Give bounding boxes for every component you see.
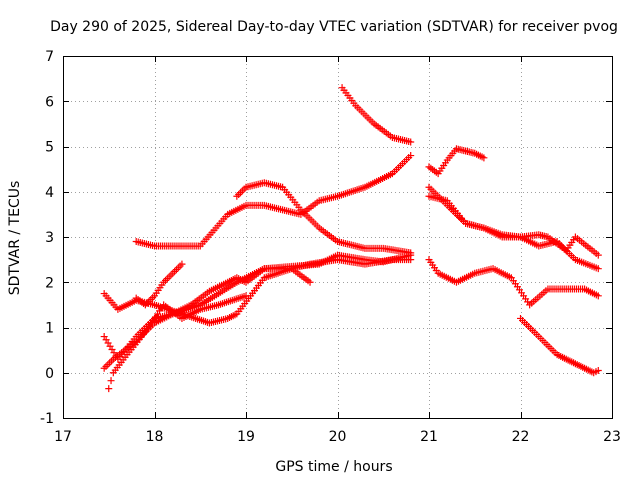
series-track-l (425, 256, 602, 309)
data-point (105, 385, 113, 393)
series-track-d (105, 292, 250, 393)
data-point (104, 361, 112, 369)
data-point (480, 154, 488, 162)
series-track-j (425, 192, 602, 273)
data-point (242, 292, 250, 300)
y-tick-label: 5 (45, 140, 54, 156)
data-point (165, 273, 173, 281)
y-tick-label: 6 (45, 94, 54, 110)
series-track-f (233, 179, 415, 257)
series-track-m (517, 314, 602, 377)
data-point (407, 138, 415, 146)
y-tick-label: 4 (45, 185, 54, 201)
data-point (167, 271, 175, 279)
series-track-k (425, 183, 602, 259)
y-tick-label: 7 (45, 49, 54, 65)
x-tick-label: 23 (603, 429, 621, 445)
data-point (172, 266, 180, 274)
x-tick-label: 18 (146, 429, 164, 445)
y-tick-label: 1 (45, 321, 54, 337)
data-point (174, 264, 182, 272)
series-track-b (100, 251, 415, 372)
series-track-g (338, 84, 415, 146)
data-point (163, 275, 171, 283)
data-point (233, 192, 241, 200)
x-tick-label: 20 (329, 429, 347, 445)
series-layer (100, 84, 602, 393)
data-point (235, 190, 243, 198)
data-point (107, 357, 115, 365)
data-point (306, 278, 314, 286)
data-point (107, 377, 115, 385)
chart-title: Day 290 of 2025, Sidereal Day-to-day VTE… (50, 19, 618, 35)
series-track-i (425, 145, 488, 178)
y-tick-label: -1 (40, 411, 54, 427)
x-tick-labels: 17 18 19 20 21 22 23 (54, 429, 621, 445)
data-point (176, 262, 184, 270)
data-point (594, 251, 602, 259)
data-point (407, 256, 415, 264)
axis-ticks (63, 56, 613, 419)
grid (63, 56, 612, 418)
data-point (594, 366, 602, 374)
data-point (407, 249, 415, 257)
series-track-e (132, 152, 415, 250)
data-point (106, 359, 114, 367)
data-point (102, 362, 110, 370)
data-point (100, 364, 108, 372)
series-track-c (100, 256, 415, 327)
data-point (171, 267, 179, 275)
y-tick-label: 2 (45, 275, 54, 291)
x-axis-title: GPS time / hours (275, 459, 392, 475)
y-axis-title: SDTVAR / TECUs (7, 181, 23, 296)
data-point (594, 292, 602, 300)
x-tick-label: 21 (420, 429, 438, 445)
data-point (169, 269, 177, 277)
data-point (407, 152, 415, 160)
data-point (238, 187, 246, 195)
data-point (178, 260, 186, 268)
x-tick-label: 17 (54, 429, 72, 445)
x-tick-label: 19 (237, 429, 255, 445)
x-tick-label: 22 (512, 429, 530, 445)
y-tick-labels: -1 0 1 2 3 4 5 6 7 (40, 49, 54, 427)
data-point (594, 265, 602, 273)
data-point (237, 189, 245, 197)
y-tick-label: 3 (45, 230, 54, 246)
y-tick-label: 0 (45, 366, 54, 382)
series-track-h (132, 260, 186, 309)
